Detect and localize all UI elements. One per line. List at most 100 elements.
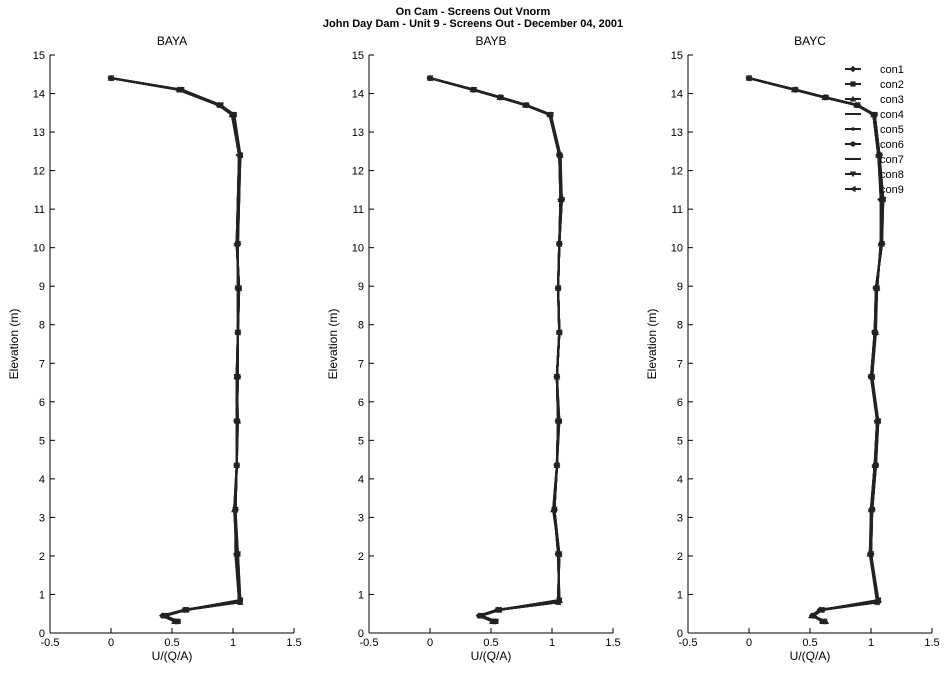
data-point-con9 <box>426 74 433 82</box>
data-point-con9 <box>869 373 875 380</box>
y-tick-label: 12 <box>33 166 45 178</box>
y-tick-label: 13 <box>352 127 364 139</box>
y-tick-label: 2 <box>358 551 364 563</box>
data-point-con9 <box>496 94 503 101</box>
data-point-con9 <box>233 462 240 469</box>
data-point-con9 <box>867 550 874 558</box>
y-axis-label: Elevation (m) <box>7 309 21 380</box>
y-tick-label: 7 <box>677 358 683 370</box>
data-point-con9 <box>873 417 880 425</box>
data-point-con9 <box>235 598 242 606</box>
x-tick-label: 0.5 <box>483 637 498 649</box>
series-con9 <box>426 74 564 625</box>
data-point-con9 <box>745 74 752 82</box>
figure-title-line2: John Day Dam - Unit 9 - Screens Out - De… <box>323 18 623 30</box>
y-tick-label: 6 <box>39 397 45 409</box>
data-point-con9 <box>233 240 240 248</box>
data-point-con9 <box>878 196 885 203</box>
y-tick-label: 10 <box>671 243 683 255</box>
data-point-con9 <box>853 101 859 109</box>
data-point-con9 <box>235 284 242 292</box>
x-tick-label: 1.5 <box>605 637 620 649</box>
y-tick-label: 6 <box>358 397 364 409</box>
data-point-con9 <box>232 506 238 513</box>
data-point-con9 <box>235 151 242 159</box>
legend-label-con7: con7 <box>880 154 904 166</box>
legend-label-con3: con3 <box>880 94 904 106</box>
data-point-con9 <box>821 618 828 625</box>
data-point-con9 <box>871 462 878 469</box>
legend-label-con4: con4 <box>880 109 904 121</box>
data-point-con9 <box>233 417 240 425</box>
legend-marker-con8 <box>849 171 857 178</box>
x-tick-label: 0 <box>746 637 752 649</box>
y-tick-label: 9 <box>677 281 683 293</box>
legend-label-con8: con8 <box>880 169 904 181</box>
data-point-con9 <box>172 618 179 625</box>
x-tick-label: 1 <box>868 637 874 649</box>
legend-marker-con2 <box>850 81 856 87</box>
legend-marker-con1 <box>849 65 857 73</box>
data-point-con9 <box>182 606 188 614</box>
data-point-con9 <box>216 101 223 109</box>
y-tick-label: 1 <box>677 589 683 601</box>
data-point-con9 <box>871 329 878 336</box>
x-tick-label: 0.5 <box>802 637 817 649</box>
y-tick-label: 5 <box>358 435 364 447</box>
x-tick-label: -0.5 <box>679 637 698 649</box>
y-tick-label: 13 <box>671 127 683 139</box>
legend-label-con1: con1 <box>880 64 904 76</box>
y-tick-label: 2 <box>677 551 683 563</box>
x-tick-label: 0 <box>108 637 114 649</box>
y-tick-label: 8 <box>358 320 364 332</box>
x-tick-label: 0.5 <box>164 637 179 649</box>
y-axis-label: Elevation (m) <box>326 309 340 380</box>
y-tick-label: 4 <box>677 474 683 486</box>
y-tick-label: 8 <box>39 320 45 332</box>
data-point-con9 <box>556 240 562 248</box>
data-point-con9 <box>107 74 114 82</box>
x-tick-label: -0.5 <box>360 637 379 649</box>
data-point-con9 <box>556 329 562 336</box>
series-con9 <box>107 74 242 625</box>
data-point-con9 <box>557 196 564 203</box>
data-point-con9 <box>809 612 815 619</box>
legend-label-con5: con5 <box>880 124 904 136</box>
y-tick-label: 0 <box>677 628 683 640</box>
y-tick-label: 10 <box>33 243 45 255</box>
x-tick-label: 1.5 <box>286 637 301 649</box>
data-point-con9 <box>233 550 240 558</box>
y-tick-label: 10 <box>352 243 364 255</box>
y-tick-label: 15 <box>352 50 364 62</box>
y-tick-label: 3 <box>358 512 364 524</box>
legend-marker-con5 <box>851 127 855 131</box>
y-tick-label: 13 <box>33 127 45 139</box>
y-tick-label: 12 <box>671 166 683 178</box>
legend-label-con2: con2 <box>880 79 904 91</box>
data-point-con9 <box>521 101 528 109</box>
data-point-con9 <box>790 86 797 93</box>
data-point-con9 <box>476 612 483 619</box>
y-tick-label: 14 <box>33 89 45 101</box>
y-tick-label: 1 <box>39 589 45 601</box>
x-axis-label: U/(Q/A) <box>790 649 831 663</box>
x-tick-label: -0.5 <box>41 637 60 649</box>
y-tick-label: 14 <box>671 89 683 101</box>
y-tick-label: 3 <box>39 512 45 524</box>
y-tick-label: 11 <box>34 204 45 216</box>
data-point-con9 <box>870 111 876 118</box>
y-tick-label: 15 <box>671 50 683 62</box>
y-tick-label: 5 <box>677 435 683 447</box>
panel-title: BAYB <box>475 34 506 48</box>
legend-label-con6: con6 <box>880 139 904 151</box>
y-axis-label: Elevation (m) <box>645 309 659 380</box>
legend-marker-con3 <box>849 95 857 102</box>
data-point-con9 <box>867 506 874 513</box>
data-point-con9 <box>875 151 881 159</box>
x-tick-label: 1 <box>230 637 236 649</box>
data-point-con9 <box>554 598 561 606</box>
x-tick-label: 1 <box>549 637 555 649</box>
data-point-con9 <box>160 612 167 619</box>
